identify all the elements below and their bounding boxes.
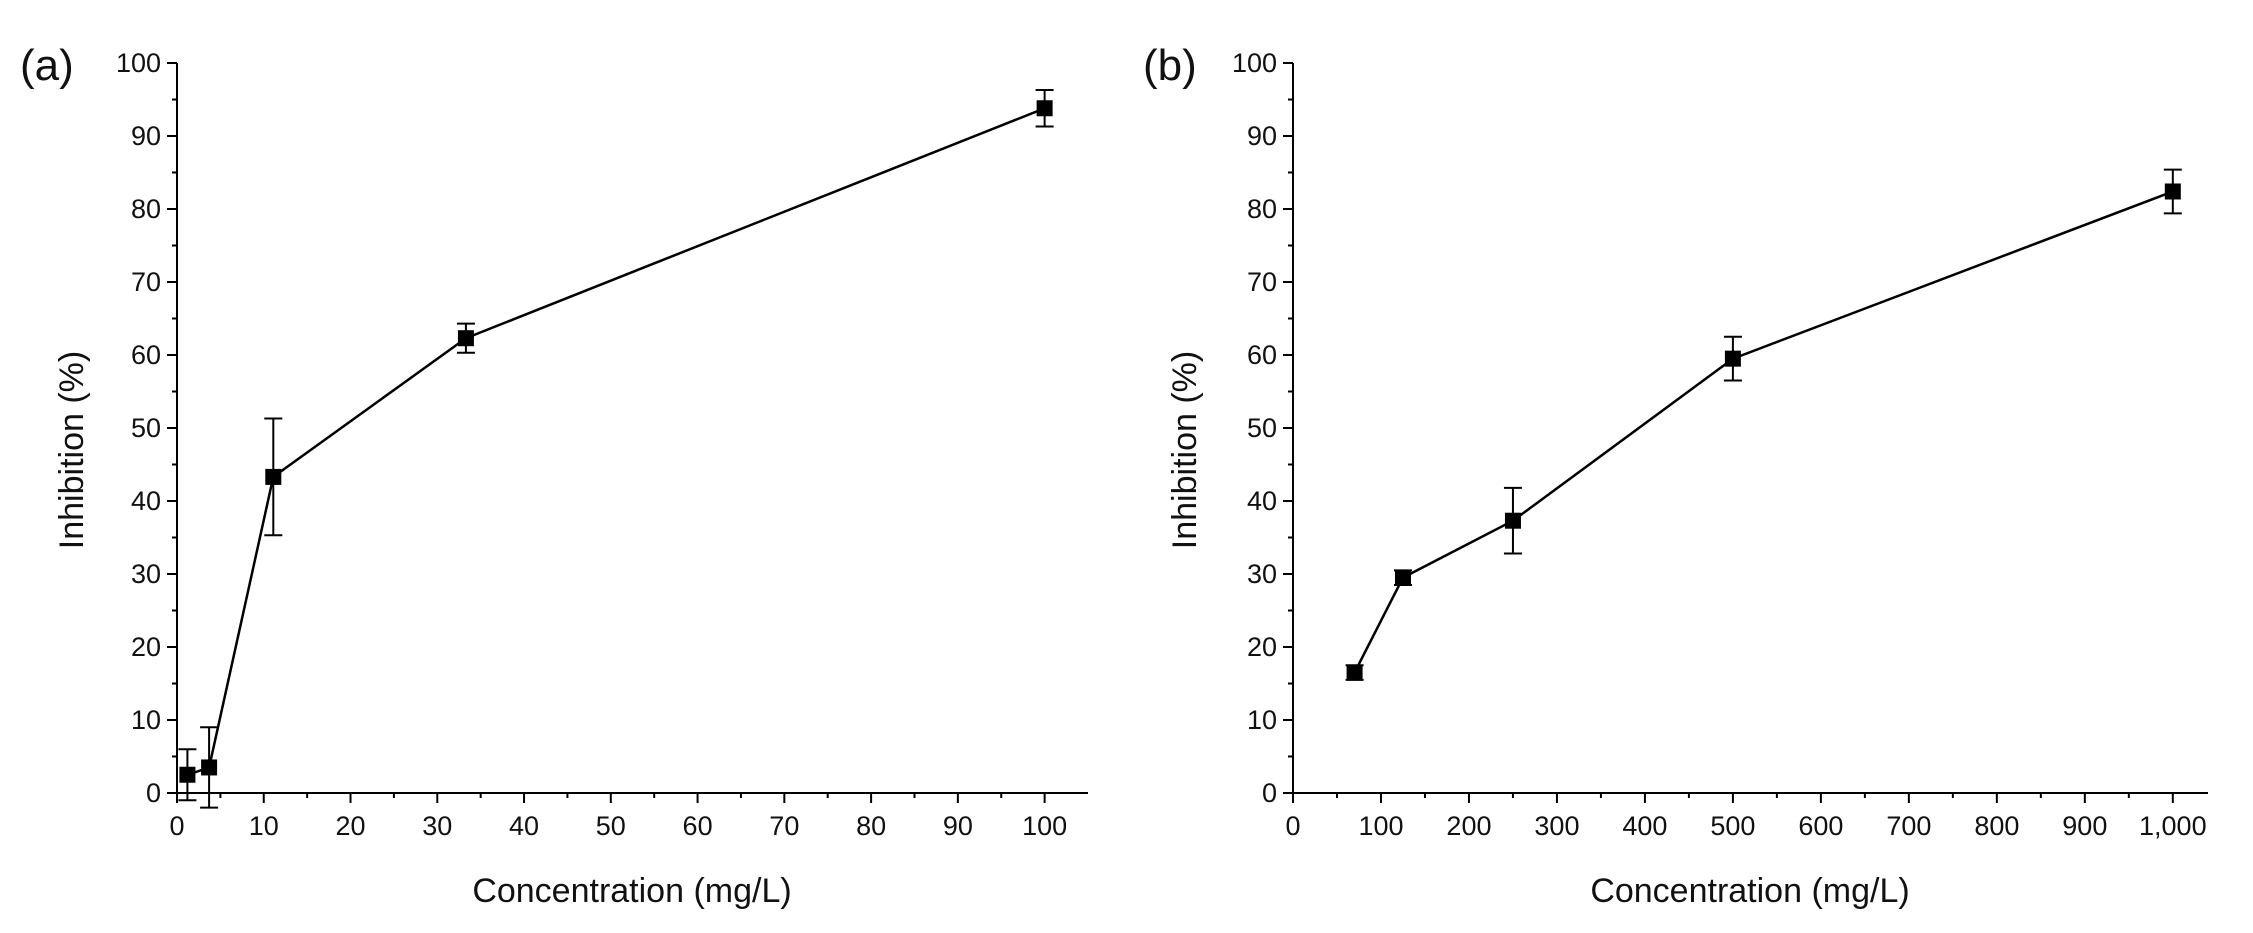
x-tick-label-b: 600 bbox=[1798, 811, 1843, 841]
x-tick-label-b: 900 bbox=[2062, 811, 2107, 841]
y-tick-label-a: 50 bbox=[131, 413, 161, 443]
data-point-a bbox=[265, 468, 282, 485]
y-tick-label-b: 100 bbox=[1232, 48, 1277, 78]
series-line-b bbox=[1353, 190, 2174, 674]
chart-panel-b: (b) 0 10 20 30 40 50 60 70 80 90 100 0 100 200 300 400 5… bbox=[1143, 41, 2208, 910]
x-tick-label-b: 1,000 bbox=[2139, 811, 2207, 841]
data-point-b bbox=[1724, 350, 1741, 367]
data-point-b bbox=[1504, 512, 1521, 529]
y-axis-title-a: Inhibition (%) bbox=[53, 351, 91, 549]
ticks-b: 0 10 20 30 40 50 60 70 80 90 100 0 100 200 300 400 500 60… bbox=[1232, 48, 2207, 841]
y-tick-label-a: 40 bbox=[131, 486, 161, 516]
x-tick-label-a: 70 bbox=[769, 811, 799, 841]
x-axis-title-a: Concentration (mg/L) bbox=[472, 872, 791, 910]
y-tick-label-b: 30 bbox=[1247, 559, 1277, 589]
y-tick-label-b: 10 bbox=[1247, 705, 1277, 735]
y-tick-label-a: 60 bbox=[131, 340, 161, 370]
y-tick-label-a: 10 bbox=[131, 705, 161, 735]
axes-a bbox=[176, 63, 1088, 794]
data-point-a bbox=[1036, 100, 1053, 117]
x-tick-label-b: 500 bbox=[1710, 811, 1755, 841]
x-tick-label-b: 400 bbox=[1622, 811, 1667, 841]
y-tick-label-a: 20 bbox=[131, 632, 161, 662]
x-tick-label-a: 90 bbox=[943, 811, 973, 841]
y-tick-label-a: 70 bbox=[131, 267, 161, 297]
y-tick-label-b: 40 bbox=[1247, 486, 1277, 516]
y-tick-label-b: 90 bbox=[1247, 121, 1277, 151]
y-axis-title-b: Inhibition (%) bbox=[1166, 351, 1204, 549]
y-tick-label-a: 80 bbox=[131, 194, 161, 224]
series-a bbox=[178, 89, 1054, 809]
y-tick-label-a: 0 bbox=[146, 778, 161, 808]
x-tick-label-a: 40 bbox=[509, 811, 539, 841]
data-point-b bbox=[1394, 569, 1411, 586]
series-b bbox=[1345, 168, 2182, 681]
y-tick-label-b: 20 bbox=[1247, 632, 1277, 662]
x-tick-label-b: 300 bbox=[1534, 811, 1579, 841]
x-tick-label-b: 200 bbox=[1446, 811, 1491, 841]
x-tick-label-a: 0 bbox=[169, 811, 184, 841]
x-tick-label-b: 0 bbox=[1285, 811, 1300, 841]
x-tick-label-a: 30 bbox=[422, 811, 452, 841]
y-tick-label-a: 90 bbox=[131, 121, 161, 151]
x-tick-label-a: 80 bbox=[856, 811, 886, 841]
x-tick-label-a: 10 bbox=[249, 811, 279, 841]
y-tick-label-b: 0 bbox=[1262, 778, 1277, 808]
y-tick-label-b: 50 bbox=[1247, 413, 1277, 443]
y-tick-label-b: 80 bbox=[1247, 194, 1277, 224]
chart-panel-a: (a) 0 10 20 30 40 50 60 70 80 90 100 0 10 20 30 40 50 60 7… bbox=[20, 41, 1088, 910]
x-tick-label-a: 60 bbox=[683, 811, 713, 841]
data-point-a bbox=[179, 766, 196, 783]
ticks-a: 0 10 20 30 40 50 60 70 80 90 100 0 10 20 30 40 50 60 70 80 9… bbox=[116, 48, 1067, 841]
y-tick-label-b: 70 bbox=[1247, 267, 1277, 297]
y-tick-label-b: 60 bbox=[1247, 340, 1277, 370]
series-line-a bbox=[187, 107, 1046, 776]
data-point-b bbox=[2164, 183, 2181, 200]
x-tick-label-b: 100 bbox=[1358, 811, 1403, 841]
x-axis-title-b: Concentration (mg/L) bbox=[1590, 872, 1909, 910]
x-tick-label-b: 700 bbox=[1886, 811, 1931, 841]
axes-b bbox=[1292, 63, 2208, 794]
data-point-a bbox=[457, 330, 474, 347]
panel-label-b: (b) bbox=[1143, 41, 1197, 90]
x-tick-label-a: 100 bbox=[1022, 811, 1067, 841]
panel-label-a: (a) bbox=[20, 41, 74, 90]
data-point-b bbox=[1346, 664, 1363, 681]
y-tick-label-a: 30 bbox=[131, 559, 161, 589]
x-tick-label-a: 20 bbox=[336, 811, 366, 841]
x-tick-label-a: 50 bbox=[596, 811, 626, 841]
x-tick-label-b: 800 bbox=[1974, 811, 2019, 841]
y-tick-label-a: 100 bbox=[116, 48, 161, 78]
data-point-a bbox=[201, 759, 218, 776]
